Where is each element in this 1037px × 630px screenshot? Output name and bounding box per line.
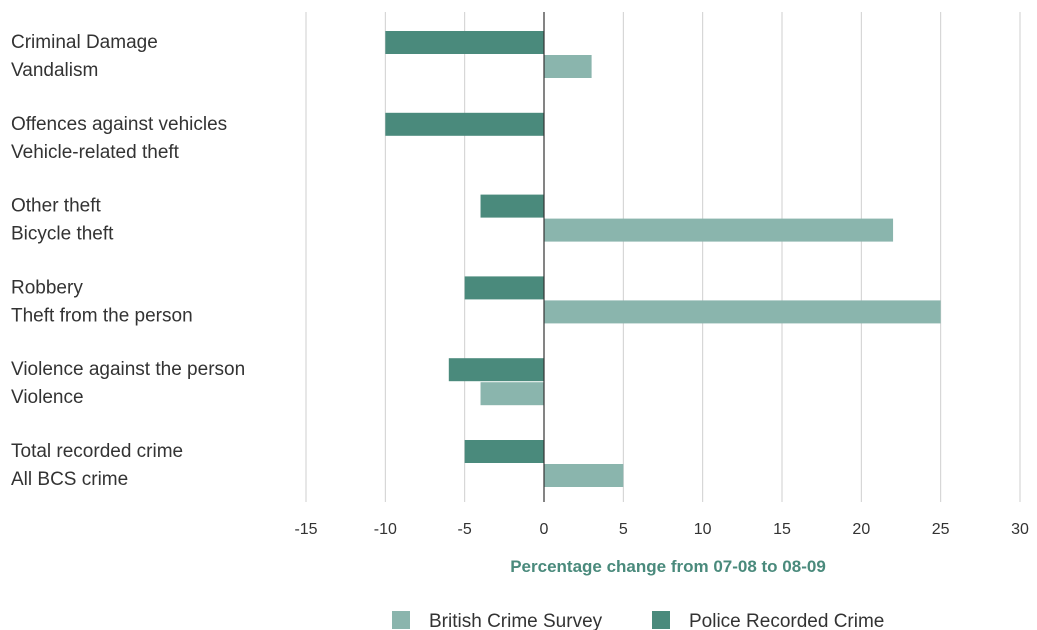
bar-british-crime-survey [544,55,592,78]
bar-british-crime-survey [544,464,624,487]
x-axis-label: Percentage change from 07-08 to 08-09 [510,557,826,576]
legend-label: Police Recorded Crime [689,611,884,630]
category-label: Violence [11,387,84,408]
category-labels: Criminal Damage Vandalism Offences against… [11,32,245,490]
bar-police-recorded-crime [385,112,544,136]
x-tick-label: -10 [374,521,397,538]
category-label: Vandalism [11,60,98,81]
category-label: Violence against the person [11,359,245,380]
legend-label: British Crime Survey [429,611,603,630]
legend-swatch [652,611,670,629]
category-label: All BCS crime [11,469,128,490]
category-label: Vehicle-related theft [11,142,180,163]
bar-police-recorded-crime [448,358,544,382]
legend: British Crime Survey Police Recorded Crim… [392,611,884,630]
bar-police-recorded-crime [480,194,544,218]
x-tick-label: 30 [1011,521,1029,538]
x-tick-label: 20 [852,521,870,538]
grid-lines [305,12,1021,502]
bars [385,31,941,487]
x-tick-label: 5 [619,521,628,538]
x-tick-label: 10 [694,521,712,538]
x-tick-label: -5 [458,521,472,538]
category-label: Offences against vehicles [11,114,227,135]
x-tick-label: -15 [294,521,317,538]
x-tick-label: 0 [540,521,549,538]
legend-swatch [392,611,410,629]
bar-british-crime-survey [480,382,544,406]
bar-police-recorded-crime [464,276,544,300]
category-label: Total recorded crime [11,441,183,462]
bar-british-crime-survey [544,218,894,242]
category-label: Robbery [11,277,83,298]
category-label: Other theft [11,196,101,217]
x-tick-label: 25 [932,521,950,538]
x-tick-label: 15 [773,521,791,538]
x-tick-labels: -15 -10 -5 0 5 10 15 20 25 30 [294,521,1029,538]
category-label: Bicycle theft [11,224,114,245]
bar-police-recorded-crime [385,31,544,54]
category-label: Criminal Damage [11,32,158,53]
bar-british-crime-survey [544,300,941,324]
bar-police-recorded-crime [464,440,544,463]
category-label: Theft from the person [11,305,193,326]
